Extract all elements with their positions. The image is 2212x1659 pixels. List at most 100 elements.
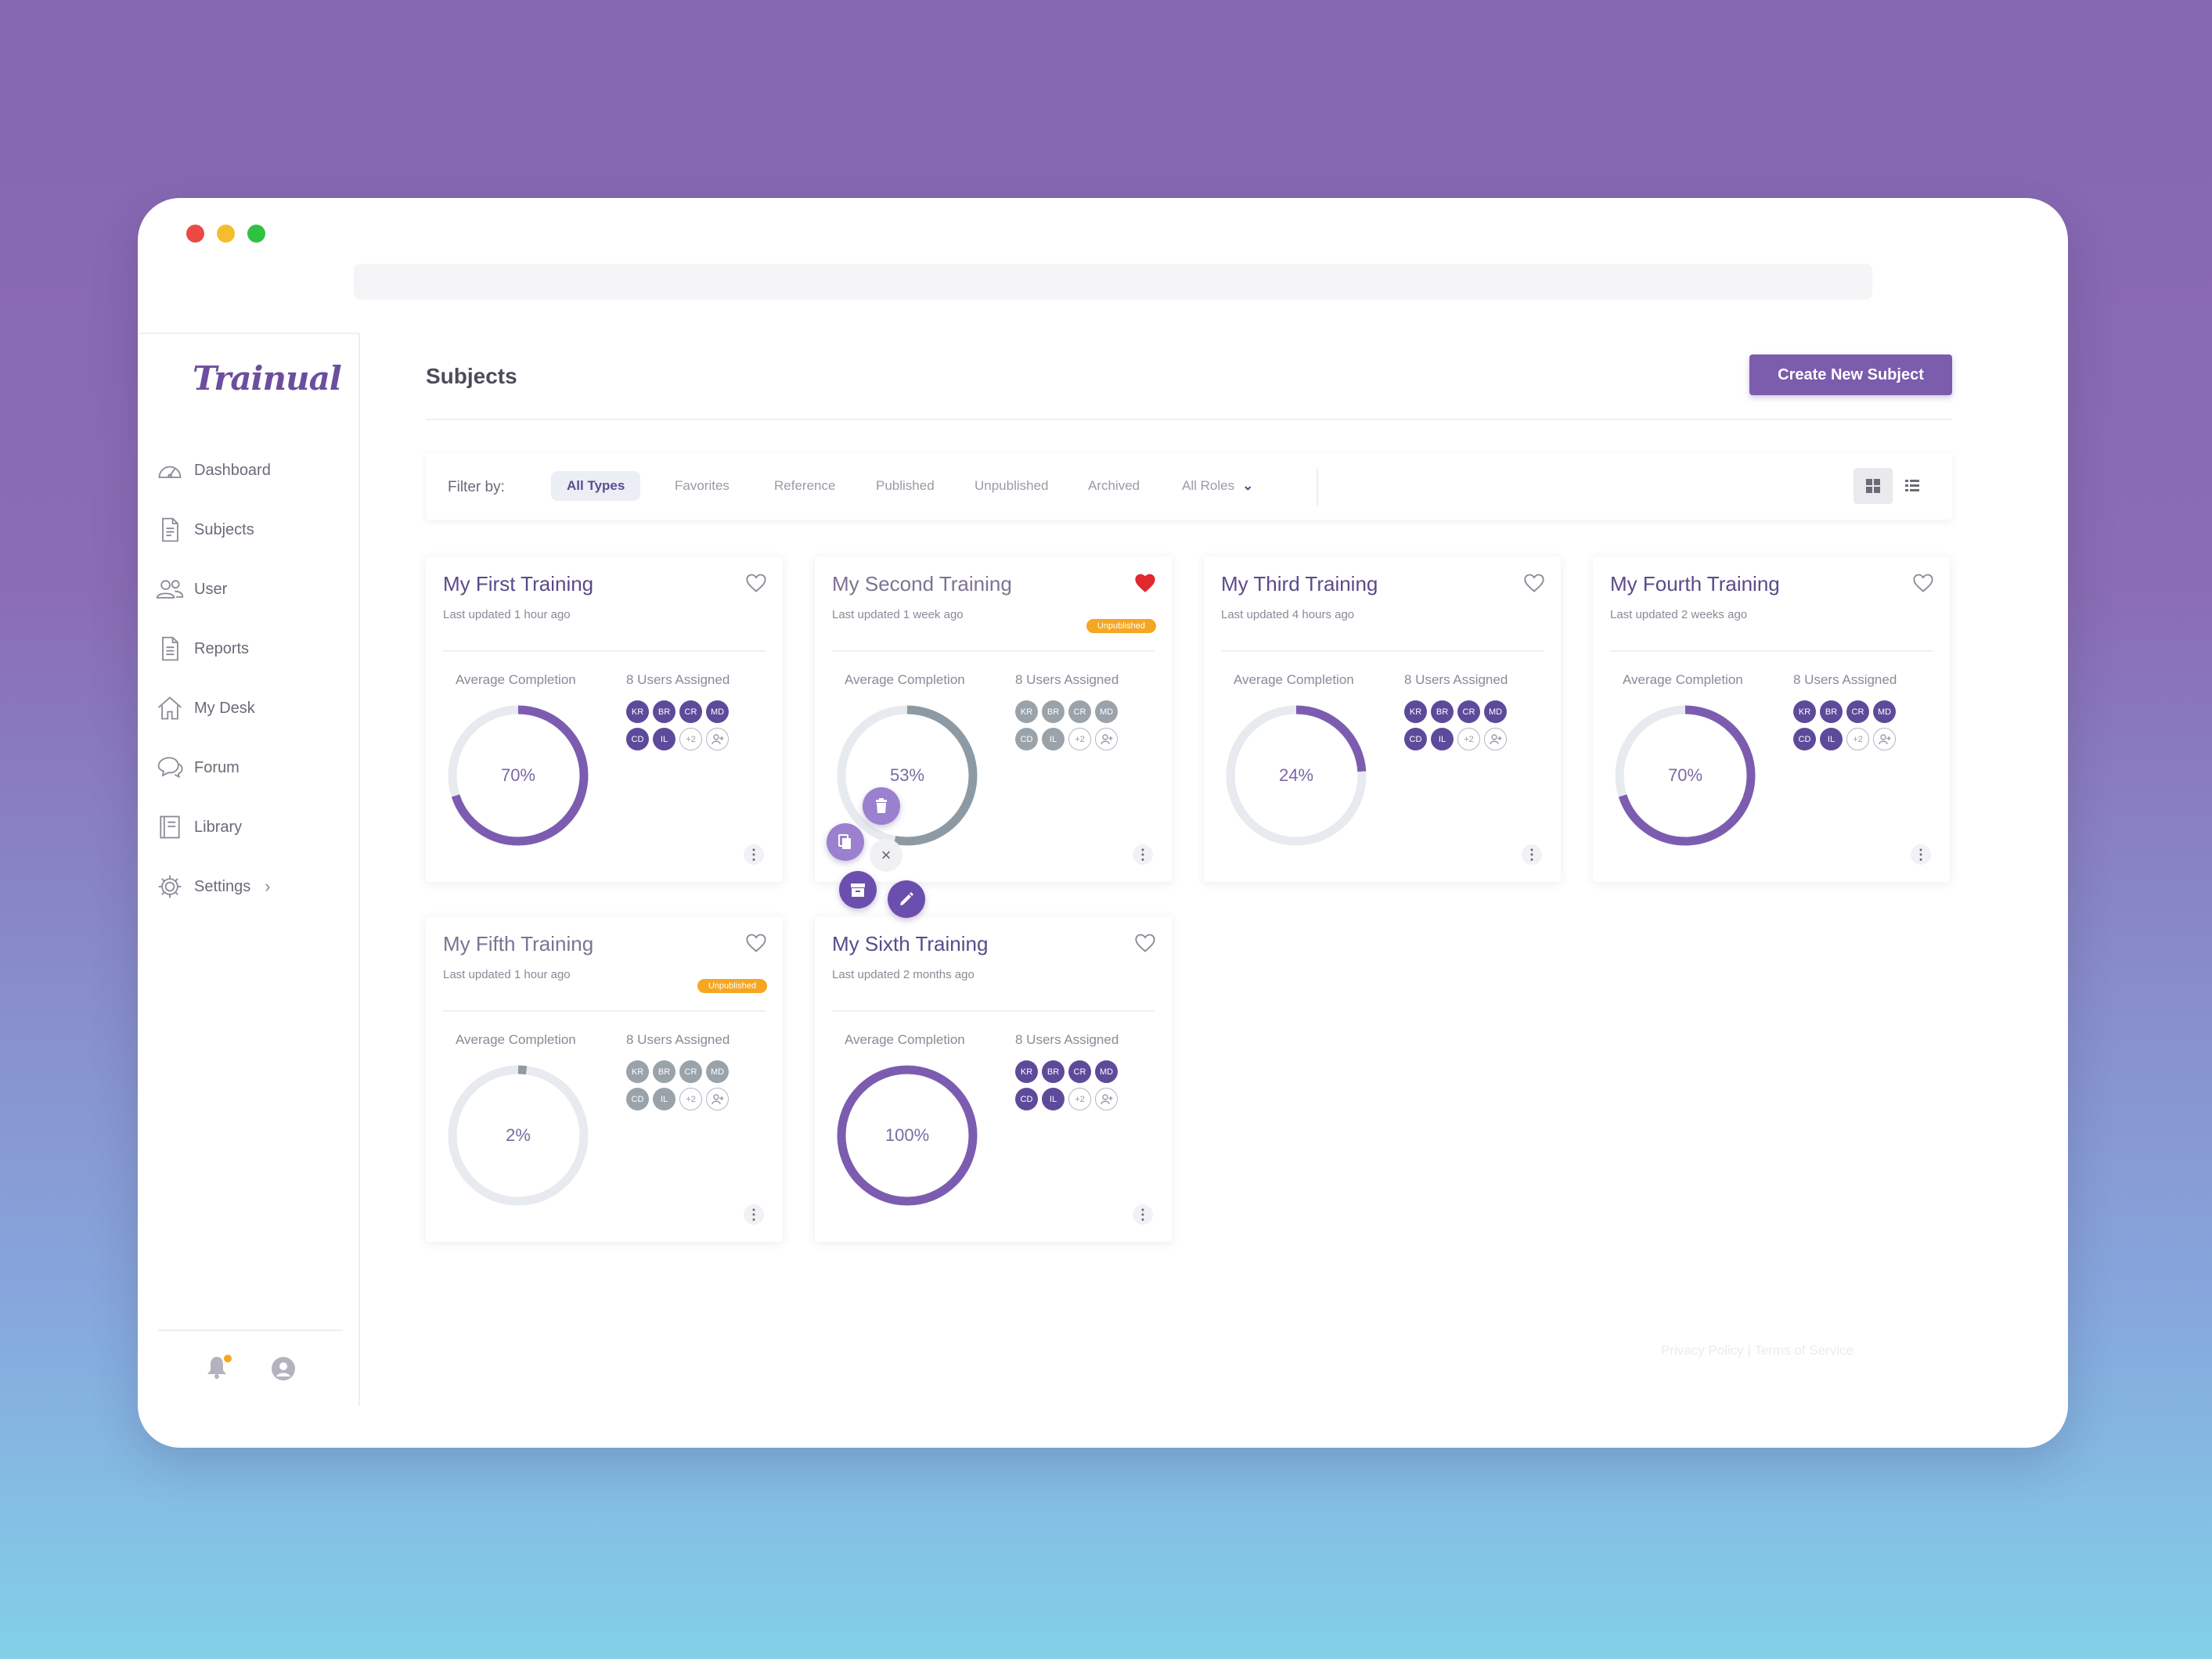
trainual-logo[interactable]: Trainual (193, 359, 342, 398)
user-avatar[interactable]: IL (1042, 728, 1065, 750)
more-options-button[interactable]: ⋮ (744, 1204, 764, 1225)
more-options-button[interactable]: ⋮ (1522, 844, 1542, 865)
user-avatar[interactable]: BR (1431, 700, 1454, 723)
edit-button[interactable] (888, 880, 925, 918)
address-bar[interactable] (354, 264, 1872, 300)
list-view-button[interactable] (1893, 468, 1932, 504)
subject-card[interactable]: My Sixth Training Last updated 2 months … (815, 916, 1172, 1242)
subject-card[interactable]: My First Training Last updated 1 hour ag… (426, 556, 783, 882)
heart-filled-icon[interactable] (1134, 572, 1156, 594)
user-avatar[interactable]: CD (626, 728, 649, 750)
user-avatar[interactable]: CD (626, 1088, 649, 1110)
add-user-button[interactable] (1095, 728, 1118, 750)
user-avatar[interactable]: CD (1015, 728, 1038, 750)
filter-unpublished[interactable]: Unpublished (975, 478, 1049, 493)
user-avatar[interactable]: IL (1820, 728, 1843, 750)
user-avatar[interactable]: MD (706, 1060, 729, 1083)
footer-links[interactable]: Privacy Policy | Terms of Service (1661, 1343, 1854, 1358)
add-user-button[interactable] (1873, 728, 1896, 750)
subject-card[interactable]: My Fifth Training Last updated 1 hour ag… (426, 916, 783, 1242)
user-avatar[interactable]: MD (1095, 1060, 1118, 1083)
user-avatar[interactable]: MD (706, 700, 729, 723)
user-avatar[interactable]: BR (1820, 700, 1843, 723)
add-user-button[interactable] (706, 1088, 729, 1110)
user-avatar[interactable]: CD (1404, 728, 1427, 750)
user-avatar[interactable]: KR (1015, 1060, 1038, 1083)
more-users-badge[interactable]: +2 (679, 1088, 702, 1110)
user-avatar[interactable]: KR (1404, 700, 1427, 723)
user-avatar[interactable]: IL (1431, 728, 1454, 750)
user-avatar[interactable]: IL (653, 728, 675, 750)
create-new-subject-button[interactable]: Create New Subject (1749, 354, 1952, 395)
user-avatar[interactable]: MD (1873, 700, 1896, 723)
user-avatar[interactable]: KR (1015, 700, 1038, 723)
sidebar-item-settings[interactable]: Settings › (155, 857, 351, 916)
more-options-button[interactable]: ⋮ (744, 844, 764, 865)
roles-dropdown[interactable]: All Roles ⌄ (1182, 471, 1253, 501)
user-avatar[interactable]: BR (1042, 1060, 1065, 1083)
user-avatar[interactable]: CR (1846, 700, 1869, 723)
more-options-button[interactable]: ⋮ (1911, 844, 1931, 865)
close-window-button[interactable] (186, 225, 204, 243)
user-avatar[interactable]: MD (1484, 700, 1507, 723)
add-user-button[interactable] (1484, 728, 1507, 750)
heart-icon[interactable] (1134, 932, 1156, 954)
user-avatar[interactable]: CR (1457, 700, 1480, 723)
user-avatar[interactable]: CD (1015, 1088, 1038, 1110)
filter-all-types[interactable]: All Types (551, 471, 641, 501)
user-avatar[interactable]: IL (1042, 1088, 1065, 1110)
sidebar-item-dashboard[interactable]: Dashboard (155, 441, 351, 500)
more-users-badge[interactable]: +2 (1068, 728, 1091, 750)
sidebar-item-subjects[interactable]: Subjects (155, 500, 351, 560)
user-avatar[interactable]: CR (1068, 1060, 1091, 1083)
more-users-badge[interactable]: +2 (1457, 728, 1480, 750)
minimize-window-button[interactable] (217, 225, 235, 243)
more-options-button[interactable]: ⋮ (1133, 1204, 1153, 1225)
sidebar-item-forum[interactable]: Forum (155, 738, 351, 797)
heart-icon[interactable] (745, 932, 767, 954)
sidebar-item-library[interactable]: Library (155, 797, 351, 857)
user-avatar[interactable]: CR (679, 700, 702, 723)
user-avatar[interactable]: CR (1068, 700, 1091, 723)
user-avatar[interactable]: IL (653, 1088, 675, 1110)
card-title[interactable]: My Fifth Training (443, 932, 594, 955)
user-avatar[interactable]: BR (653, 700, 675, 723)
heart-icon[interactable] (1523, 572, 1545, 594)
grid-view-button[interactable] (1854, 468, 1893, 504)
user-avatar[interactable]: KR (626, 1060, 649, 1083)
notifications-button[interactable] (205, 1354, 232, 1384)
user-avatar[interactable]: BR (1042, 700, 1065, 723)
card-title[interactable]: My First Training (443, 572, 594, 596)
heart-icon[interactable] (745, 572, 767, 594)
card-title[interactable]: My Third Training (1221, 572, 1378, 596)
archive-button[interactable] (839, 871, 877, 909)
add-user-button[interactable] (706, 728, 729, 750)
delete-button[interactable] (863, 787, 900, 825)
more-options-button[interactable]: ⋮ (1133, 844, 1153, 865)
subject-card[interactable]: My Fourth Training Last updated 2 weeks … (1593, 556, 1950, 882)
card-title[interactable]: My Fourth Training (1610, 572, 1780, 596)
user-avatar[interactable]: BR (653, 1060, 675, 1083)
user-avatar[interactable]: KR (626, 700, 649, 723)
filter-reference[interactable]: Reference (774, 478, 836, 493)
sidebar-item-reports[interactable]: Reports (155, 619, 351, 678)
user-avatar-icon[interactable] (271, 1356, 296, 1381)
subject-card[interactable]: My Third Training Last updated 4 hours a… (1204, 556, 1561, 882)
sidebar-item-user[interactable]: User (155, 560, 351, 619)
user-avatar[interactable]: MD (1095, 700, 1118, 723)
filter-favorites[interactable]: Favorites (675, 478, 730, 493)
filter-archived[interactable]: Archived (1088, 478, 1140, 493)
card-title[interactable]: My Sixth Training (832, 932, 989, 955)
add-user-button[interactable] (1095, 1088, 1118, 1110)
more-users-badge[interactable]: +2 (1846, 728, 1869, 750)
more-users-badge[interactable]: +2 (679, 728, 702, 750)
duplicate-button[interactable] (827, 823, 864, 861)
sidebar-item-my-desk[interactable]: My Desk (155, 678, 351, 738)
filter-published[interactable]: Published (876, 478, 935, 493)
user-avatar[interactable]: KR (1793, 700, 1816, 723)
close-actions-button[interactable]: × (870, 839, 902, 872)
heart-icon[interactable] (1912, 572, 1934, 594)
maximize-window-button[interactable] (247, 225, 265, 243)
user-avatar[interactable]: CR (679, 1060, 702, 1083)
card-title[interactable]: My Second Training (832, 572, 1012, 596)
